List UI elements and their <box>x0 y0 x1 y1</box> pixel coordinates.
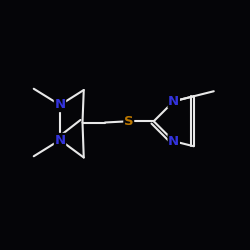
Text: N: N <box>54 134 66 146</box>
Text: S: S <box>124 115 134 128</box>
Text: N: N <box>54 98 66 112</box>
Text: N: N <box>168 135 179 148</box>
Text: N: N <box>168 95 179 108</box>
